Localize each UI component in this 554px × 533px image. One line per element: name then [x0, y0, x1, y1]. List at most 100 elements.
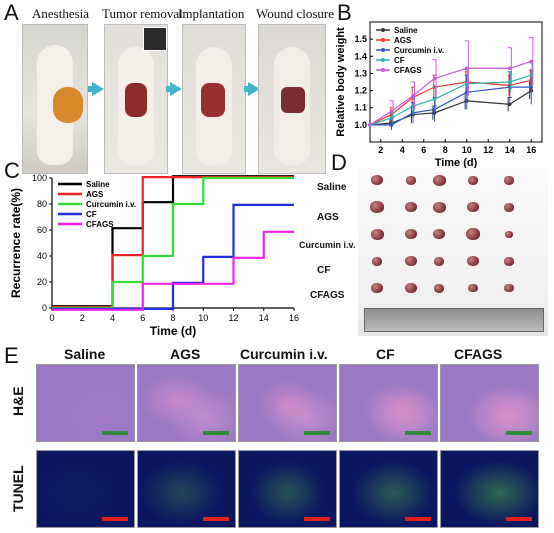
x-tick-label: 2 — [378, 145, 383, 155]
x-tick-label: 12 — [228, 313, 238, 323]
tumor-sample — [503, 175, 515, 185]
legend-marker — [381, 38, 385, 42]
legend-label: CF — [86, 210, 97, 219]
tumor-sample — [432, 201, 446, 213]
x-tick-label: 6 — [140, 313, 145, 323]
arrow-shaft — [244, 86, 250, 92]
x-tick-label: 8 — [443, 145, 448, 155]
x-axis-label: Time (d) — [435, 157, 478, 169]
tumor-sample — [467, 202, 479, 212]
wound-area — [125, 83, 147, 117]
tumor-sample — [371, 283, 383, 293]
series-line — [52, 230, 294, 311]
scale-bar — [203, 431, 229, 435]
scale-bar — [102, 517, 128, 521]
tumor-mass — [53, 87, 83, 123]
tumor-sample — [371, 256, 383, 266]
mouse-photo-tumor-removal — [104, 24, 168, 174]
legend-marker — [381, 28, 385, 32]
legend-label: Saline — [86, 180, 110, 189]
tumor-sample — [504, 284, 514, 292]
wound-area — [201, 83, 225, 117]
legend-marker — [381, 58, 385, 62]
arrow-right-icon — [248, 82, 260, 96]
legend-label: CFAGS — [394, 66, 422, 75]
he-stain-tile — [36, 364, 135, 442]
y-axis-label: Relative body weight — [335, 27, 347, 137]
he-stain-tile — [440, 364, 539, 442]
scale-bar — [506, 431, 532, 435]
panel-e-letter: E — [4, 343, 19, 368]
he-stain-tile — [339, 364, 438, 442]
tumor-sample — [405, 229, 417, 239]
x-tick-label: 10 — [462, 145, 472, 155]
tunel-stain-tile — [440, 450, 539, 528]
x-tick-label: 6 — [421, 145, 426, 155]
series-line — [369, 90, 532, 126]
arrow-shaft — [166, 86, 172, 92]
tumor-sample — [370, 228, 384, 240]
scale-bar — [405, 431, 431, 435]
x-tick-label: 4 — [110, 313, 115, 323]
panel-b-letter: B — [337, 0, 352, 25]
y-tick-label: 1.3 — [354, 68, 367, 78]
tumor-sample — [405, 256, 417, 266]
tumor-sample — [371, 175, 383, 185]
he-stain-tile — [137, 364, 236, 442]
scale-bar — [405, 517, 431, 521]
x-tick-label: 14 — [259, 313, 269, 323]
arrow-shaft — [88, 86, 94, 92]
step-label: Implantation — [178, 6, 245, 21]
y-tick-label: 1.4 — [354, 51, 367, 61]
step-label: Wound closure — [256, 6, 335, 21]
legend-label: AGS — [86, 190, 104, 199]
legend-marker — [381, 68, 385, 72]
panel-c-letter: C — [4, 158, 20, 183]
legend-marker — [381, 48, 385, 52]
tumor-row-label: Saline — [317, 182, 347, 193]
tumor-row-label: AGS — [317, 212, 339, 223]
scale-bar — [102, 431, 128, 435]
y-tick-label: 40 — [37, 251, 47, 261]
tunel-stain-tile — [137, 450, 236, 528]
column-header: CF — [376, 346, 395, 362]
x-tick-label: 12 — [483, 145, 493, 155]
series-line — [52, 203, 294, 310]
column-header: Curcumin i.v. — [240, 346, 328, 362]
tumor-sample — [433, 256, 445, 266]
scale-bar — [304, 431, 330, 435]
legend-label: AGS — [394, 36, 412, 45]
panel-d-letter: D — [331, 150, 347, 175]
x-tick-label: 4 — [400, 145, 405, 155]
y-tick-label: 60 — [37, 225, 47, 235]
body-weight-chart: 2 4 6 8 10 12 14 16 1.0 1.1 1.2 1.3 1.4 1.5 Time (d) Re… — [335, 21, 543, 169]
tunel-stain-tile — [238, 450, 337, 528]
tunel-stain-tile — [339, 450, 438, 528]
row-header: TUNEL — [10, 465, 26, 512]
histology-grid — [36, 364, 552, 530]
plot-frame — [369, 21, 543, 143]
tumor-row-label: CFAGS — [310, 290, 345, 301]
y-tick-label: 1.1 — [354, 103, 367, 113]
series-line — [369, 74, 532, 126]
legend-label: Curcumin i.v. — [394, 46, 444, 55]
arrow-right-icon — [92, 82, 104, 96]
y-tick-label: 20 — [37, 277, 47, 287]
suture-line — [281, 87, 305, 113]
tumor-sample — [405, 283, 417, 293]
column-header: Saline — [64, 346, 106, 362]
legend-label: Saline — [394, 26, 418, 35]
tumor-photo — [358, 168, 548, 336]
x-tick-label: 0 — [49, 313, 54, 323]
tumor-row-label: CF — [317, 265, 331, 276]
tumor-sample — [433, 283, 445, 293]
he-stain-tile — [238, 364, 337, 442]
arrow-right-icon — [170, 82, 182, 96]
panel-a-letter: A — [4, 0, 19, 25]
tunel-stain-tile — [36, 450, 135, 528]
y-tick-label: 1.5 — [354, 34, 367, 44]
tumor-sample — [467, 256, 479, 266]
tumor-sample — [466, 228, 481, 240]
x-tick-label: 14 — [505, 145, 515, 155]
ruler — [364, 308, 544, 332]
